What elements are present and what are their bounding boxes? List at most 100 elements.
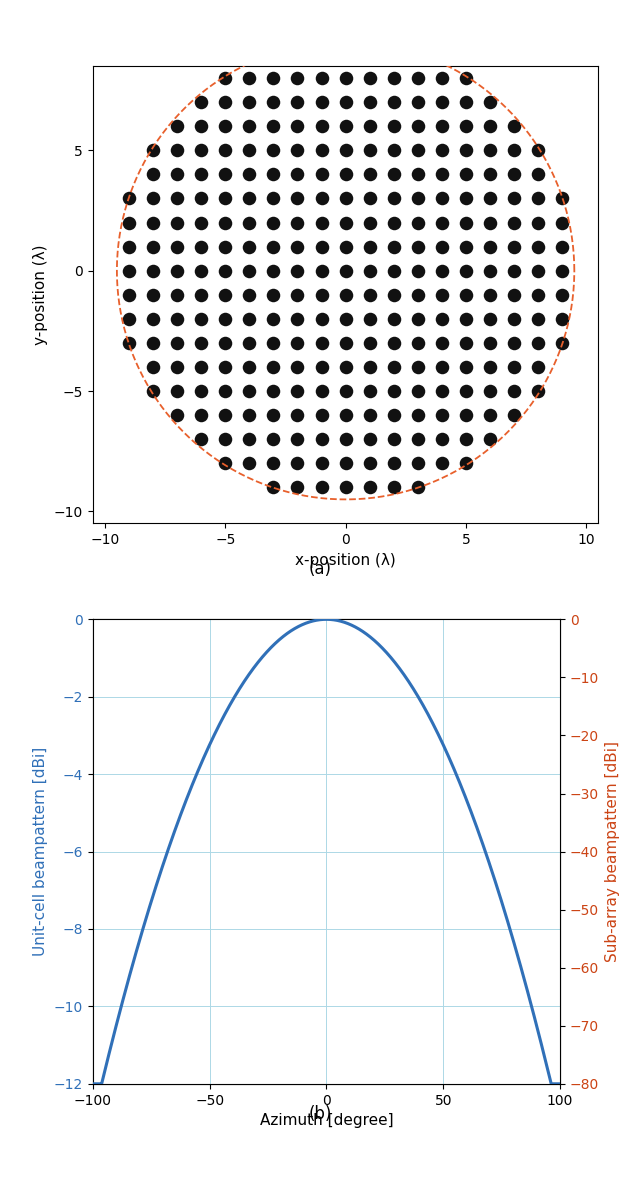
Point [533,357,543,376]
Point [220,286,230,305]
Point [413,333,423,353]
Point [196,333,206,353]
Point [436,141,447,160]
Point [413,93,423,112]
Point [557,261,568,280]
Point [196,189,206,208]
Point [244,333,255,353]
Point [292,117,303,136]
Point [340,261,351,280]
Point [316,381,326,400]
Point [124,310,134,329]
Point [268,430,278,449]
Point [533,286,543,305]
Point [485,141,495,160]
Point [292,454,303,473]
Point [172,117,182,136]
Point [292,406,303,425]
Point [220,93,230,112]
Point [196,406,206,425]
Point [244,381,255,400]
Point [485,357,495,376]
Point [413,406,423,425]
Point [196,237,206,256]
Point [413,478,423,497]
Point [244,310,255,329]
Point [292,189,303,208]
Point [365,213,375,232]
Point [365,261,375,280]
Y-axis label: Sub-array beampattern [dBi]: Sub-array beampattern [dBi] [605,741,620,962]
Point [485,189,495,208]
Point [316,237,326,256]
Point [485,164,495,183]
Point [220,141,230,160]
Point [292,478,303,497]
Point [485,381,495,400]
Point [461,430,471,449]
Point [148,381,158,400]
Point [388,237,399,256]
Point [388,141,399,160]
Point [485,406,495,425]
Point [461,189,471,208]
Point [388,69,399,88]
Point [485,213,495,232]
Point [436,454,447,473]
Point [292,93,303,112]
Point [196,286,206,305]
Point [196,93,206,112]
Point [533,164,543,183]
Point [316,406,326,425]
Point [124,333,134,353]
Point [172,261,182,280]
Point [292,213,303,232]
Point [557,213,568,232]
Point [461,261,471,280]
Point [268,286,278,305]
Point [340,117,351,136]
Point [148,310,158,329]
Point [244,406,255,425]
Point [220,454,230,473]
Point [268,357,278,376]
Point [388,430,399,449]
Point [196,164,206,183]
Point [485,430,495,449]
Point [316,213,326,232]
Point [461,213,471,232]
Point [533,261,543,280]
Point [292,333,303,353]
Point [268,454,278,473]
Point [509,213,519,232]
Point [196,357,206,376]
Point [268,261,278,280]
Point [340,164,351,183]
Point [557,333,568,353]
Point [365,164,375,183]
Point [413,69,423,88]
Point [220,69,230,88]
Point [365,237,375,256]
Text: (b): (b) [308,1105,332,1123]
Point [316,189,326,208]
Point [268,69,278,88]
Point [365,117,375,136]
Point [172,237,182,256]
Point [461,310,471,329]
Point [388,213,399,232]
Point [388,164,399,183]
Point [148,237,158,256]
Point [244,430,255,449]
Point [413,141,423,160]
Point [388,117,399,136]
Point [268,117,278,136]
Point [509,164,519,183]
Point [388,381,399,400]
Point [292,261,303,280]
Point [533,310,543,329]
Point [557,310,568,329]
Point [292,69,303,88]
Point [172,286,182,305]
Point [292,310,303,329]
